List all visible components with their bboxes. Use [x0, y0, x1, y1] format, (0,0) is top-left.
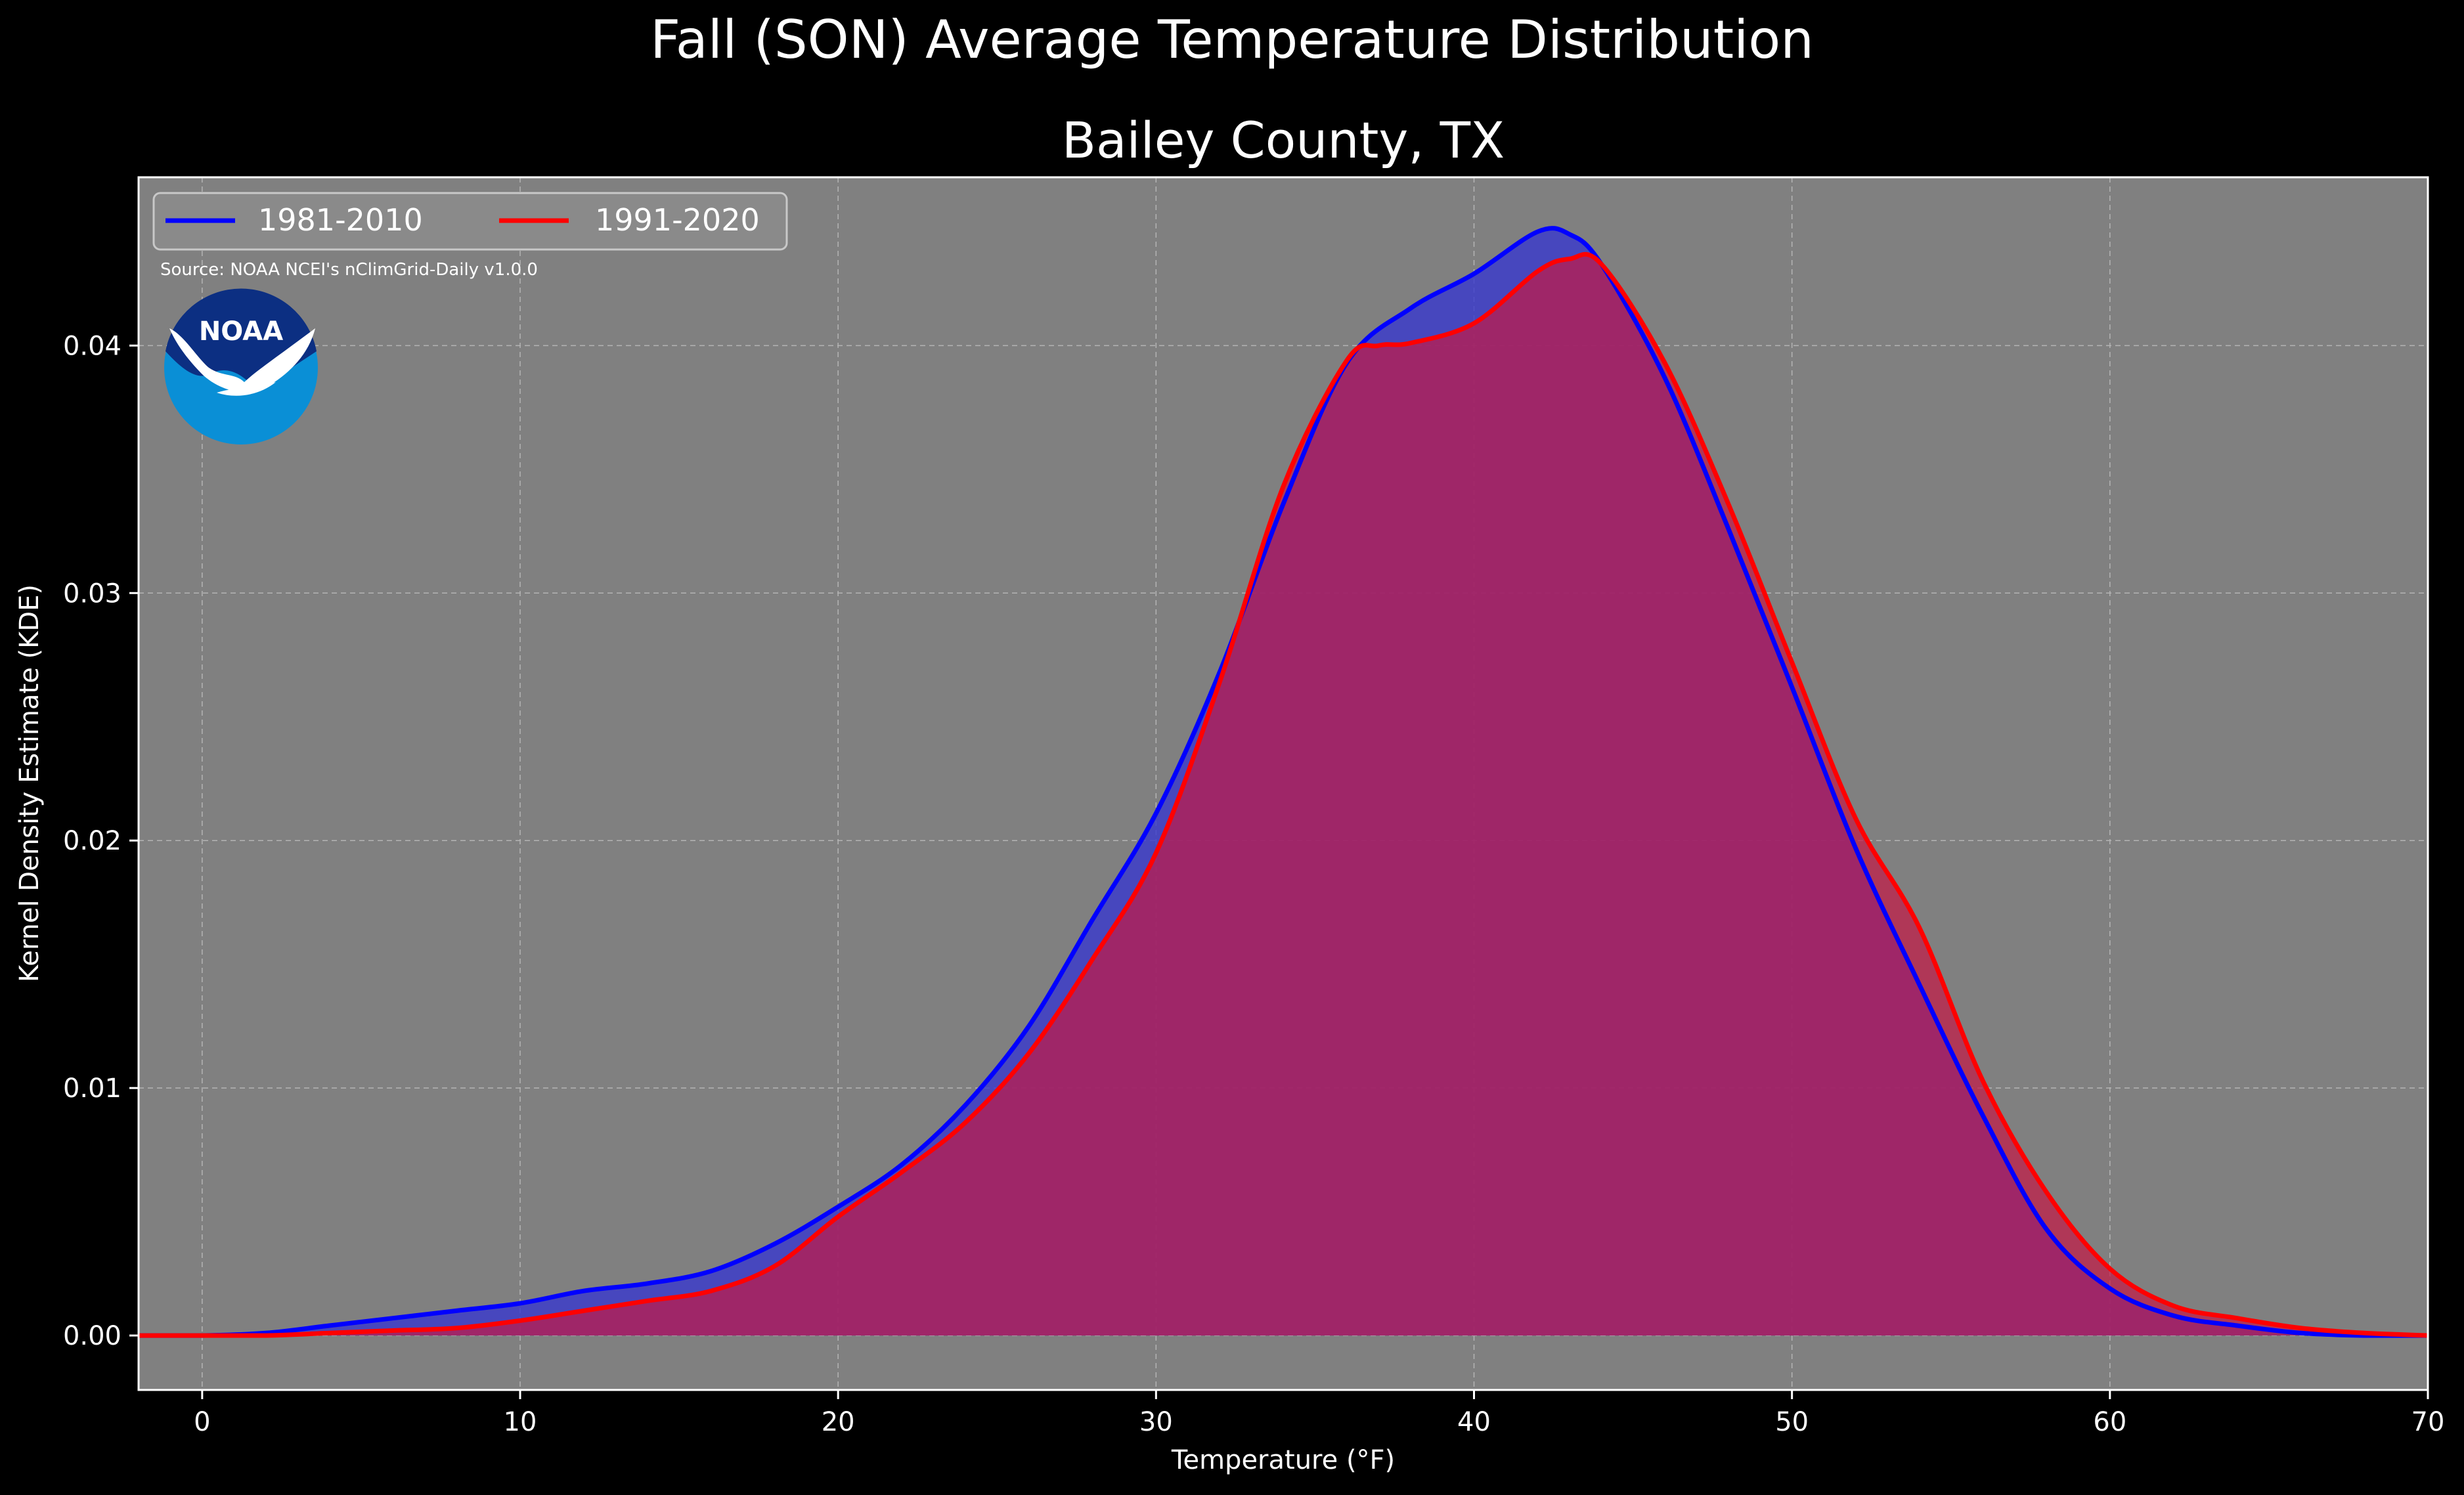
y-tick-label: 0.01 — [63, 1073, 121, 1104]
y-tick-label: 0.04 — [63, 331, 121, 361]
legend-box — [152, 192, 788, 251]
legend: 1981-2010 1991-2020 — [152, 192, 788, 251]
x-tick-label: 0 — [194, 1407, 210, 1437]
noaa-logo-gull — [169, 328, 315, 393]
x-tick-label: 70 — [2411, 1407, 2445, 1437]
y-tick-label: 0.02 — [63, 826, 121, 856]
y-tick-label: 0.03 — [63, 578, 121, 609]
y-tick-label: 0.00 — [63, 1321, 121, 1351]
y-axis-ticks: 0.00 0.01 0.02 0.03 0.04 — [63, 331, 139, 1351]
source-note: Source: NOAA NCEI's nClimGrid-Daily v1.0… — [160, 260, 538, 280]
legend-label-1991-2020: 1991-2020 — [595, 202, 760, 238]
x-tick-label: 50 — [1775, 1407, 1809, 1437]
density-lines — [138, 226, 2429, 1338]
line-1991-2020 — [138, 251, 2429, 1338]
density-areas — [139, 228, 2428, 1336]
x-axis-ticks: 0 10 20 30 40 50 60 70 — [194, 1390, 2444, 1437]
x-tick-label: 30 — [1139, 1407, 1173, 1437]
noaa-logo: NOAA — [164, 288, 318, 444]
noaa-logo-text: NOAA — [199, 316, 283, 347]
y-axis-label: Kernel Density Estimate (KDE) — [14, 584, 45, 982]
plot-frame — [137, 176, 2429, 1391]
x-tick-label: 20 — [822, 1407, 855, 1437]
x-tick-label: 10 — [504, 1407, 537, 1437]
area-1991-2020 — [139, 254, 2428, 1336]
x-tick-label: 60 — [2093, 1407, 2126, 1437]
x-axis-label: Temperature (°F) — [1171, 1445, 1395, 1475]
noaa-logo-gull-wing — [217, 382, 276, 396]
legend-label-1981-2010: 1981-2010 — [258, 202, 423, 238]
chart-title: Bailey County, TX — [1062, 111, 1505, 169]
chart-suptitle: Fall (SON) Average Temperature Distribut… — [650, 9, 1814, 70]
x-tick-label: 40 — [1457, 1407, 1491, 1437]
